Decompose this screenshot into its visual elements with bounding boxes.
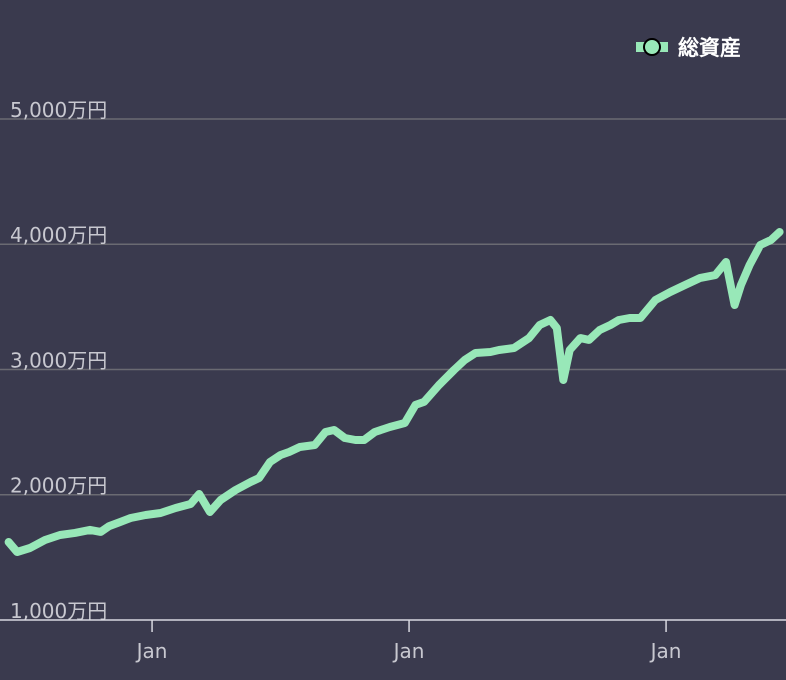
- x-tick-label: Jan: [135, 639, 168, 663]
- x-tick-label: Jan: [649, 639, 682, 663]
- y-tick-label: 3,000万円: [10, 348, 107, 372]
- y-tick-label: 1,000万円: [10, 599, 107, 623]
- line: [4, 228, 784, 556]
- y-tick-label: 4,000万円: [10, 223, 107, 247]
- legend-label: 総資産: [678, 36, 741, 60]
- y-tick-label: 2,000万円: [10, 474, 107, 498]
- y-tick-label: 5,000万円: [10, 98, 107, 122]
- legend-marker: [643, 38, 661, 56]
- x-tick-label: Jan: [392, 639, 425, 663]
